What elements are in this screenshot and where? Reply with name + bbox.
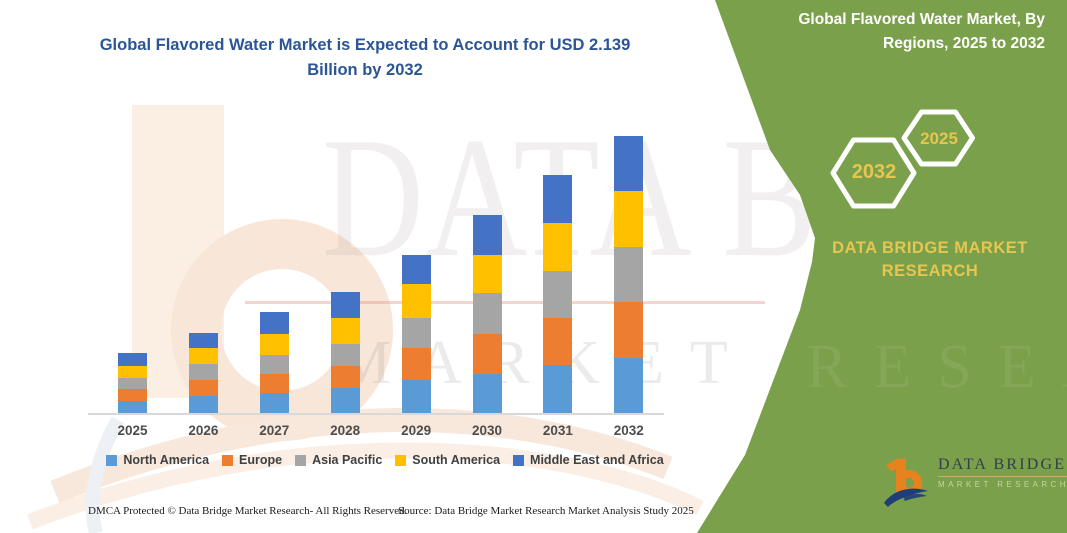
legend-item-middle-east-and-africa: Middle East and Africa (513, 453, 664, 467)
hexagon-year-2025: 2025 (920, 129, 958, 148)
x-axis-label-2028: 2028 (330, 423, 361, 438)
bar-segment-2028-middle-east-and-africa (330, 292, 360, 318)
legend-swatch-icon (222, 454, 234, 466)
bar-segment-2027-europe (259, 374, 289, 393)
legend-item-south-america: South America (395, 453, 500, 467)
bar-segment-2025-south-america (118, 366, 147, 378)
logo-subtitle: MARKET RESEARCH (938, 480, 1067, 489)
brand-text-line1: DATA BRIDGE MARKET (832, 239, 1028, 257)
panel-heading-line2: Regions, 2025 to 2032 (883, 35, 1045, 52)
bar-segment-2029-middle-east-and-africa (401, 255, 431, 284)
legend-swatch-icon (395, 454, 407, 466)
bar-segment-2027-north-america (259, 393, 289, 413)
legend-label: Asia Pacific (312, 453, 383, 467)
bar-segment-2029-europe (401, 348, 431, 380)
legend-item-north-america: North America (106, 453, 209, 467)
bar-segment-2030-south-america (472, 255, 502, 293)
bar-segment-2031-europe (543, 318, 573, 365)
x-axis-line (88, 413, 664, 415)
hexagon-badges (830, 109, 975, 209)
bar-segment-2031-asia-pacific (543, 271, 573, 318)
bar-segment-2026-middle-east-and-africa (188, 333, 218, 348)
legend-swatch-icon (106, 454, 118, 466)
x-axis-label-2026: 2026 (188, 423, 219, 438)
panel-heading: Global Flavored Water Market, By Regions… (753, 8, 1045, 56)
bar-segment-2032-asia-pacific (614, 247, 644, 302)
bar-segment-2029-north-america (401, 380, 431, 413)
bar-segment-2025-asia-pacific (118, 378, 147, 389)
bar-segment-2025-north-america (118, 401, 147, 413)
bar-segment-2026-asia-pacific (188, 364, 218, 380)
side-panel: MARKET RESEARCH Global Flavored Water Ma… (697, 0, 1067, 533)
x-axis-label-2029: 2029 (401, 423, 432, 438)
bar-segment-2031-middle-east-and-africa (543, 175, 573, 223)
legend-swatch-icon (513, 454, 525, 466)
legend-swatch-icon (295, 454, 307, 466)
x-axis-label-2032: 2032 (613, 423, 644, 438)
logo-name: DATA BRIDGE (938, 456, 1067, 477)
hexagon-2032 (830, 137, 917, 209)
bar-segment-2032-europe (614, 302, 644, 358)
bar-segment-2032-middle-east-and-africa (614, 136, 644, 191)
bar-segment-2029-asia-pacific (401, 318, 431, 348)
bar-segment-2030-europe (472, 334, 502, 374)
legend-label: South America (412, 453, 501, 467)
legend-item-asia-pacific: Asia Pacific (295, 453, 382, 467)
hexagon-2025 (901, 109, 975, 167)
bar-segment-2031-south-america (543, 223, 573, 271)
hexagon-year-2032: 2032 (851, 161, 897, 183)
bar-segment-2026-europe (188, 380, 218, 396)
bar-segment-2028-south-america (330, 318, 360, 344)
bar-segment-2029-south-america (401, 284, 431, 318)
bar-segment-2027-asia-pacific (259, 355, 289, 374)
company-logo: DATA BRIDGE MARKET RESEARCH (883, 456, 1067, 510)
chart-legend: North America Europe Asia Pacific South Ame… (95, 453, 675, 467)
brand-text: DATA BRIDGE MARKET RESEARCH (780, 237, 1067, 283)
bar-segment-2030-middle-east-and-africa (472, 215, 502, 255)
legend-label: North America (123, 453, 210, 467)
logo-text: DATA BRIDGE MARKET RESEARCH (938, 456, 1067, 489)
x-axis-label-2031: 2031 (542, 423, 573, 438)
bar-segment-2032-south-america (614, 191, 644, 247)
bar-segment-2025-europe (118, 389, 147, 401)
bar-segment-2028-north-america (330, 388, 360, 413)
bar-segment-2026-south-america (188, 348, 218, 364)
bar-segment-2028-europe (330, 366, 360, 388)
page-title: Global Flavored Water Market is Expected… (99, 36, 631, 79)
bar-segment-2028-asia-pacific (330, 344, 360, 366)
bar-segment-2027-south-america (259, 334, 289, 355)
stacked-bar-chart: 2025 2026 2027 2028 2029 2030 2031 2032 North A… (88, 136, 675, 467)
bar-segment-2025-middle-east-and-africa (118, 353, 147, 366)
source-notice: Source: Data Bridge Market Research Mark… (398, 505, 694, 517)
x-axis-label-2030: 2030 (471, 423, 503, 438)
bar-segment-2030-north-america (472, 374, 502, 413)
legend-item-europe: Europe (222, 453, 282, 467)
bar-segment-2030-asia-pacific (472, 293, 502, 334)
brand-text-line2: RESEARCH (881, 262, 979, 280)
dmca-notice: DMCA Protected © Data Bridge Market Rese… (88, 505, 408, 517)
bar-segment-2032-north-america (614, 358, 644, 413)
bar-segment-2031-north-america (543, 365, 573, 413)
panel-heading-line1: Global Flavored Water Market, By (798, 11, 1045, 28)
legend-label: Middle East and Africa (530, 453, 664, 467)
logo-b-mark-icon (884, 458, 928, 507)
x-axis-label-2027: 2027 (259, 423, 290, 438)
x-axis-label-2025: 2025 (117, 423, 148, 438)
bar-segment-2027-middle-east-and-africa (259, 312, 289, 334)
legend-label: Europe (239, 453, 283, 467)
bar-segment-2026-north-america (188, 396, 218, 413)
